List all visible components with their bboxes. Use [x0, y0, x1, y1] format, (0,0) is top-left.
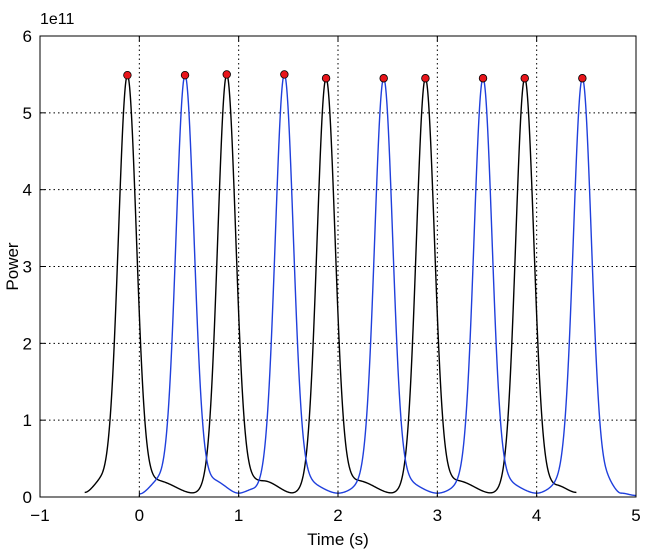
peak-marker: [321, 74, 331, 83]
y-tick-label: 4: [23, 181, 32, 200]
peak-marker: [280, 70, 289, 79]
y-exponent-label: 1e11: [40, 11, 75, 28]
x-tick-label: −1: [30, 506, 49, 525]
y-axis-title: Power: [3, 242, 22, 291]
y-tick-label: 5: [23, 104, 32, 123]
y-tick-label: 2: [23, 334, 32, 353]
grid-lines: [40, 36, 636, 497]
peak-marker: [379, 74, 388, 83]
peak-marker: [520, 74, 529, 83]
peak-marker: [421, 74, 430, 83]
peak-marker: [478, 74, 488, 83]
peak-marker: [578, 74, 587, 83]
x-tick-label: 2: [333, 506, 342, 525]
y-tick-label: 1: [23, 411, 32, 430]
peak-marker: [222, 70, 231, 79]
x-tick-label: 3: [433, 506, 442, 525]
y-tick-label: 0: [23, 488, 32, 507]
series-lines: [84, 73, 637, 497]
x-tick-label: 5: [631, 506, 640, 525]
x-tick-label: 0: [135, 506, 144, 525]
x-axis-title: Time (s): [307, 530, 369, 549]
series-line: [138, 73, 637, 497]
peak-marker: [180, 70, 190, 80]
peak-markers: [123, 70, 587, 83]
y-tick-label: 6: [23, 27, 32, 46]
y-tick-label: 3: [23, 258, 32, 277]
x-tick-label: 1: [234, 506, 243, 525]
x-tick-label: 4: [532, 506, 541, 525]
peak-marker: [123, 70, 132, 80]
series-line: [84, 73, 577, 494]
